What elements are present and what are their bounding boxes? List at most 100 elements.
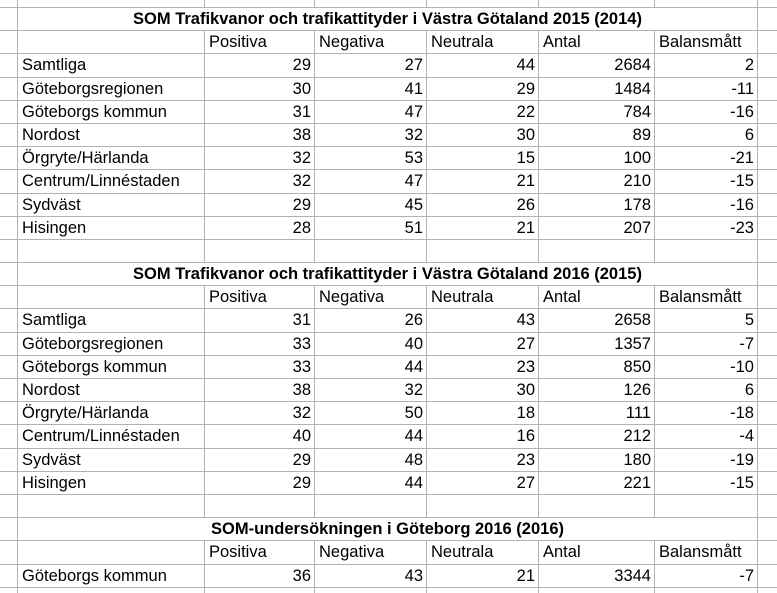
value-cell[interactable]: 21 xyxy=(427,170,539,193)
empty-cell[interactable] xyxy=(18,239,205,263)
trailing-cell[interactable] xyxy=(758,147,777,169)
value-cell[interactable]: -11 xyxy=(655,77,758,100)
value-cell[interactable]: 22 xyxy=(427,100,539,123)
value-cell[interactable]: 29 xyxy=(205,471,315,494)
trailing-cell[interactable] xyxy=(758,31,777,53)
header-spacer-cell[interactable] xyxy=(18,541,205,564)
gutter-cell[interactable] xyxy=(0,31,18,54)
value-cell[interactable]: 50 xyxy=(315,402,427,425)
gutter-cell[interactable] xyxy=(0,402,18,425)
value-cell[interactable]: 31 xyxy=(205,100,315,123)
row-label-cell[interactable]: Sydväst xyxy=(18,448,205,471)
empty-cell[interactable] xyxy=(427,587,539,593)
value-cell[interactable]: 53 xyxy=(315,147,427,170)
trailing-cell[interactable] xyxy=(758,402,777,424)
value-cell[interactable]: 26 xyxy=(427,193,539,216)
empty-cell[interactable] xyxy=(655,587,758,593)
value-cell[interactable]: 38 xyxy=(205,123,315,147)
value-cell[interactable]: 2 xyxy=(655,54,758,77)
column-header-balansmatt[interactable]: Balansmått xyxy=(655,31,758,54)
gutter-cell[interactable] xyxy=(0,193,18,216)
value-cell[interactable]: 30 xyxy=(427,379,539,402)
value-cell[interactable]: 210 xyxy=(539,170,655,193)
empty-cell[interactable] xyxy=(539,0,655,7)
column-header-negativa[interactable]: Negativa xyxy=(315,286,427,309)
value-cell[interactable]: 100 xyxy=(539,147,655,170)
value-cell[interactable]: -16 xyxy=(655,193,758,216)
column-header-antal[interactable]: Antal xyxy=(539,31,655,54)
row-label-cell[interactable]: Örgryte/Härlanda xyxy=(18,402,205,425)
empty-cell[interactable] xyxy=(315,0,427,7)
trailing-cell[interactable] xyxy=(758,449,777,471)
value-cell[interactable]: -19 xyxy=(655,448,758,471)
value-cell[interactable]: 1357 xyxy=(539,332,655,355)
trailing-cell[interactable] xyxy=(758,379,777,401)
value-cell[interactable]: 21 xyxy=(427,216,539,239)
row-label-cell[interactable]: Sydväst xyxy=(18,193,205,216)
value-cell[interactable]: 2658 xyxy=(539,309,655,332)
value-cell[interactable]: -16 xyxy=(655,100,758,123)
value-cell[interactable]: 32 xyxy=(315,379,427,402)
gutter-cell[interactable] xyxy=(0,355,18,378)
table-title-cell[interactable]: SOM Trafikvanor och trafikattityder i Vä… xyxy=(18,8,758,31)
gutter-cell[interactable] xyxy=(0,448,18,471)
row-label-cell[interactable]: Göteborgsregionen xyxy=(18,332,205,355)
gutter-cell[interactable] xyxy=(0,286,18,309)
row-label-cell[interactable]: Nordost xyxy=(18,123,205,147)
empty-cell[interactable] xyxy=(315,494,427,518)
row-label-cell[interactable]: Göteborgsregionen xyxy=(18,77,205,100)
gutter-cell[interactable] xyxy=(0,239,18,263)
value-cell[interactable]: 38 xyxy=(205,379,315,402)
value-cell[interactable]: 27 xyxy=(427,471,539,494)
value-cell[interactable]: 221 xyxy=(539,471,655,494)
gutter-cell[interactable] xyxy=(0,8,18,31)
empty-cell[interactable] xyxy=(655,239,758,263)
gutter-cell[interactable] xyxy=(0,564,18,587)
row-label-cell[interactable]: Göteborgs kommun xyxy=(18,100,205,123)
column-header-balansmatt[interactable]: Balansmått xyxy=(655,541,758,564)
trailing-cell[interactable] xyxy=(758,54,777,76)
trailing-cell[interactable] xyxy=(758,101,777,123)
row-label-cell[interactable]: Samtliga xyxy=(18,309,205,332)
row-label-cell[interactable]: Hisingen xyxy=(18,471,205,494)
empty-cell[interactable] xyxy=(205,239,315,263)
value-cell[interactable]: 40 xyxy=(315,332,427,355)
value-cell[interactable]: 1484 xyxy=(539,77,655,100)
value-cell[interactable]: 43 xyxy=(427,309,539,332)
empty-cell[interactable] xyxy=(655,0,758,7)
column-header-neutrala[interactable]: Neutrala xyxy=(427,31,539,54)
row-label-cell[interactable]: Göteborgs kommun xyxy=(18,355,205,378)
trailing-cell[interactable] xyxy=(758,217,777,239)
value-cell[interactable]: 47 xyxy=(315,170,427,193)
trailing-cell[interactable] xyxy=(758,78,777,100)
value-cell[interactable]: 29 xyxy=(205,54,315,77)
trailing-cell[interactable] xyxy=(758,170,777,192)
row-label-cell[interactable]: Samtliga xyxy=(18,54,205,77)
value-cell[interactable]: 29 xyxy=(205,448,315,471)
gutter-cell[interactable] xyxy=(0,471,18,494)
value-cell[interactable]: -7 xyxy=(655,564,758,587)
row-label-cell[interactable]: Centrum/Linnéstaden xyxy=(18,170,205,193)
value-cell[interactable]: 29 xyxy=(427,77,539,100)
empty-cell[interactable] xyxy=(18,587,205,593)
trailing-cell[interactable] xyxy=(758,333,777,355)
row-label-cell[interactable]: Göteborgs kommun xyxy=(18,564,205,587)
value-cell[interactable]: 126 xyxy=(539,379,655,402)
value-cell[interactable]: 43 xyxy=(315,564,427,587)
value-cell[interactable]: 33 xyxy=(205,332,315,355)
value-cell[interactable]: 23 xyxy=(427,448,539,471)
value-cell[interactable]: 2684 xyxy=(539,54,655,77)
value-cell[interactable]: 28 xyxy=(205,216,315,239)
value-cell[interactable]: 6 xyxy=(655,123,758,147)
gutter-cell[interactable] xyxy=(0,518,18,541)
trailing-cell[interactable] xyxy=(758,518,777,540)
column-header-neutrala[interactable]: Neutrala xyxy=(427,541,539,564)
empty-cell[interactable] xyxy=(427,239,539,263)
trailing-cell[interactable] xyxy=(758,286,777,308)
header-spacer-cell[interactable] xyxy=(18,31,205,54)
trailing-cell[interactable] xyxy=(758,472,777,494)
value-cell[interactable]: 850 xyxy=(539,355,655,378)
gutter-cell[interactable] xyxy=(0,379,18,402)
column-header-negativa[interactable]: Negativa xyxy=(315,31,427,54)
column-header-positiva[interactable]: Positiva xyxy=(205,31,315,54)
